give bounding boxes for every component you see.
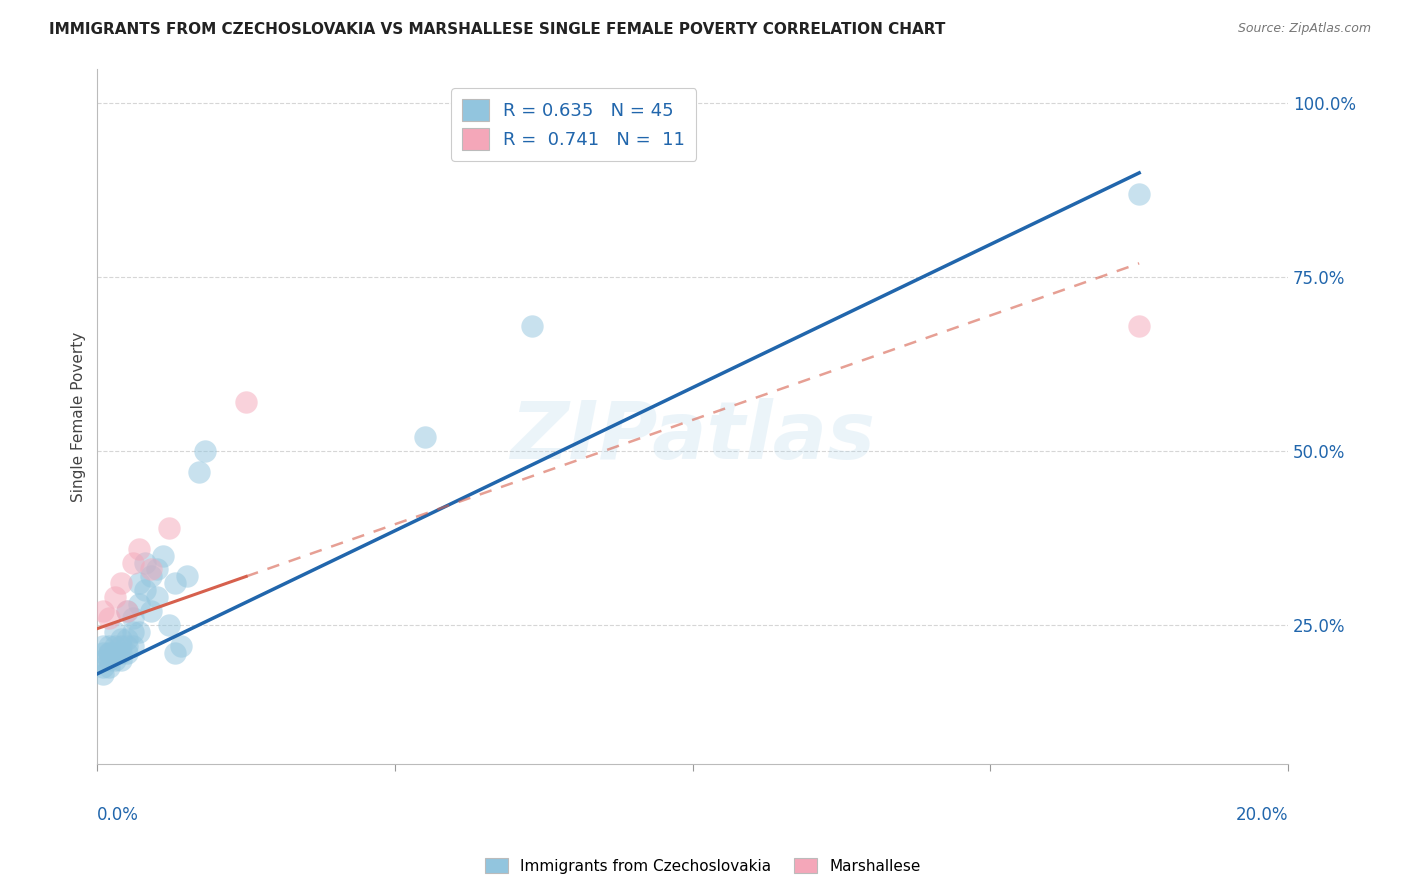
Point: [104, 653, 127, 667]
Point: [134, 556, 156, 570]
Point: [193, 444, 215, 458]
Point: [1128, 186, 1150, 201]
Point: [128, 541, 150, 556]
Y-axis label: Single Female Poverty: Single Female Poverty: [72, 331, 86, 501]
Point: [104, 591, 127, 605]
Point: [115, 646, 138, 660]
Text: 20.0%: 20.0%: [1236, 806, 1288, 824]
Point: [128, 597, 150, 611]
Point: [98, 653, 121, 667]
Point: [139, 569, 162, 583]
Point: [134, 583, 156, 598]
Point: [170, 639, 193, 653]
Point: [122, 639, 145, 653]
Point: [122, 556, 145, 570]
Point: [157, 521, 180, 535]
Point: [146, 591, 169, 605]
Point: [98, 646, 121, 660]
Point: [176, 569, 198, 583]
Point: [146, 562, 169, 576]
Text: Source: ZipAtlas.com: Source: ZipAtlas.com: [1237, 22, 1371, 36]
Point: [110, 646, 132, 660]
Point: [98, 660, 121, 674]
Point: [91, 660, 114, 674]
Point: [163, 646, 186, 660]
Text: 0.0%: 0.0%: [97, 806, 139, 824]
Point: [98, 646, 121, 660]
Point: [139, 604, 162, 618]
Point: [91, 639, 114, 653]
Point: [139, 562, 162, 576]
Point: [104, 646, 127, 660]
Point: [115, 604, 138, 618]
Point: [110, 576, 132, 591]
Text: IMMIGRANTS FROM CZECHOSLOVAKIA VS MARSHALLESE SINGLE FEMALE POVERTY CORRELATION : IMMIGRANTS FROM CZECHOSLOVAKIA VS MARSHA…: [49, 22, 946, 37]
Point: [122, 611, 145, 625]
Legend: Immigrants from Czechoslovakia, Marshallese: Immigrants from Czechoslovakia, Marshall…: [479, 852, 927, 880]
Point: [110, 639, 132, 653]
Point: [104, 639, 127, 653]
Point: [98, 611, 121, 625]
Point: [235, 395, 257, 409]
Legend: R = 0.635   N = 45, R =  0.741   N =  11: R = 0.635 N = 45, R = 0.741 N = 11: [451, 88, 696, 161]
Point: [163, 576, 186, 591]
Point: [413, 430, 436, 444]
Point: [128, 625, 150, 640]
Point: [152, 549, 174, 563]
Point: [122, 625, 145, 640]
Point: [91, 653, 114, 667]
Point: [187, 465, 209, 479]
Point: [1128, 318, 1150, 333]
Point: [115, 604, 138, 618]
Point: [91, 666, 114, 681]
Point: [91, 604, 114, 618]
Point: [128, 576, 150, 591]
Point: [115, 639, 138, 653]
Point: [157, 618, 180, 632]
Point: [520, 318, 543, 333]
Point: [98, 639, 121, 653]
Point: [104, 625, 127, 640]
Text: ZIPatlas: ZIPatlas: [510, 398, 875, 476]
Point: [91, 646, 114, 660]
Point: [110, 632, 132, 646]
Point: [110, 653, 132, 667]
Point: [115, 632, 138, 646]
